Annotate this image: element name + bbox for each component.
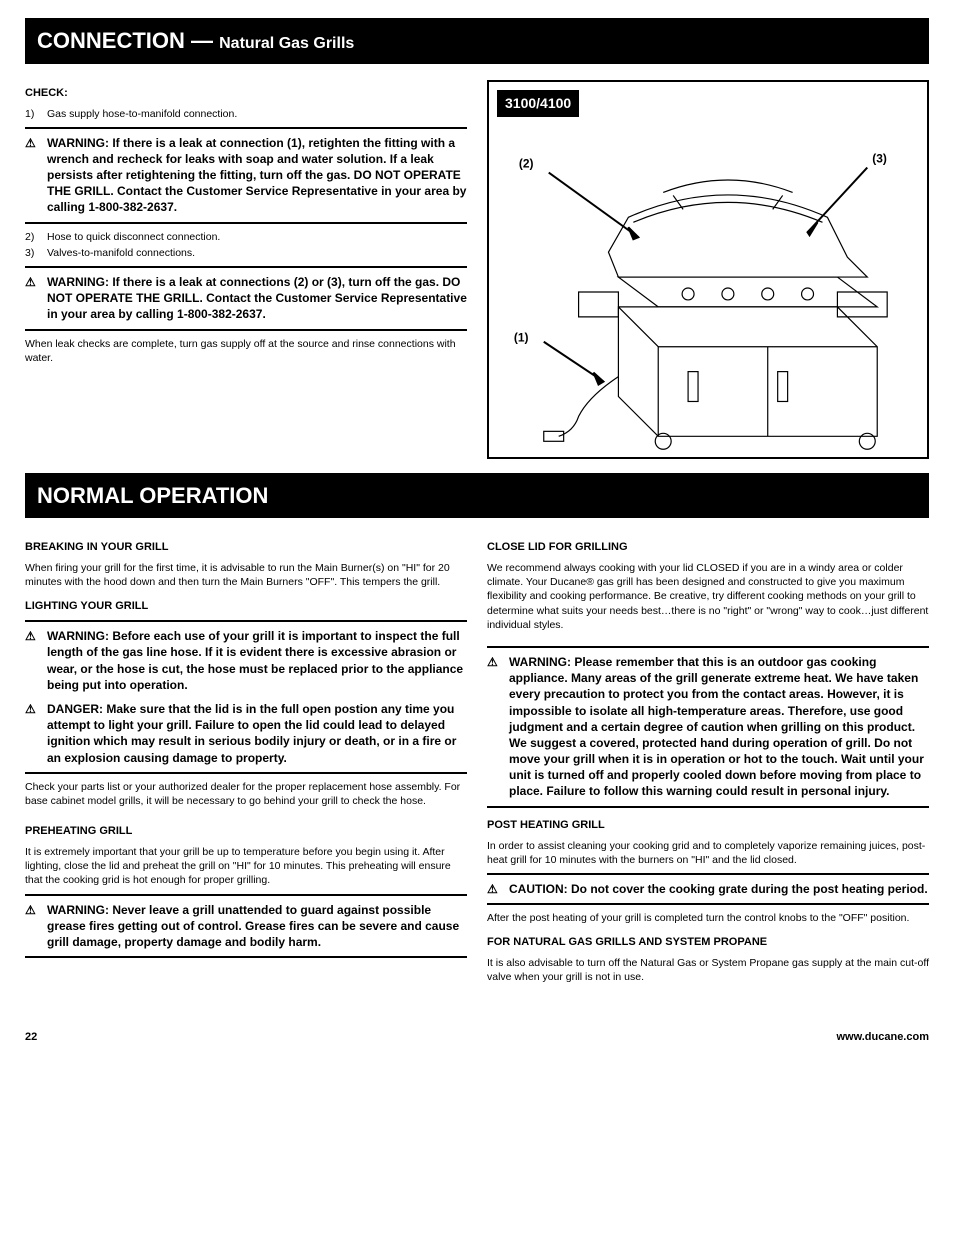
post-heat-caution: ⚠ CAUTION: Do not cover the cooking grat… [487,873,929,905]
figure-label-1: (1) [514,330,529,344]
operation-right-col: CLOSE LID FOR GRILLING We recommend alwa… [487,530,929,990]
warning-icon: ⚠ [25,274,47,323]
operation-columns: BREAKING IN YOUR GRILL When firing your … [25,530,929,990]
post-heat-text: In order to assist cleaning your cooking… [487,839,929,867]
lighting-warning-1-text: WARNING: Before each use of your grill i… [47,628,467,693]
warning-icon: ⚠ [25,701,47,766]
connection-columns: CHECK: 1) Gas supply hose-to-manifold co… [25,76,929,459]
connection-header: CONNECTION — Natural Gas Grills [25,18,929,64]
post-heat-heading: POST HEATING GRILL [487,818,929,833]
normal-operation-header: NORMAL OPERATION [25,473,929,519]
check-item-3: 3) Valves-to-manifold connections. [25,246,467,260]
check-heading: CHECK: [25,86,467,101]
lighting-warning-1: ⚠ WARNING: Before each use of your grill… [25,624,467,697]
check-item-2-num: 2) [25,230,47,244]
outdoor-warning-text: WARNING: Please remember that this is an… [509,654,929,800]
connection-title-main: CONNECTION — [37,28,219,53]
connection-right-col: 3100/4100 [487,76,929,459]
warning-icon: ⚠ [25,628,47,693]
lighting-warning-2: ⚠ DANGER: Make sure that the lid is in t… [25,697,467,770]
preheat-heading: PREHEATING GRILL [25,824,467,839]
figure-label-2: (2) [519,156,534,170]
preheat-text: It is extremely important that your gril… [25,845,467,888]
grill-figure-art: (2) (3) (1) [489,117,927,457]
lighting-warnings: ⚠ WARNING: Before each use of your grill… [25,620,467,774]
page-footer: 22 www.ducane.com [25,1030,929,1045]
close-lid-text: We recommend always cooking with your li… [487,561,929,632]
lighting-after-text: Check your parts list or your authorized… [25,780,467,808]
check-item-3-num: 3) [25,246,47,260]
operation-left-col: BREAKING IN YOUR GRILL When firing your … [25,530,467,990]
figure-label-3: (3) [872,151,887,165]
check-warning-2: ⚠ WARNING: If there is a leak at connect… [25,266,467,331]
check-item-2: 2) Hose to quick disconnect connection. [25,230,467,244]
warning-icon: ⚠ [487,881,509,897]
check-item-3-text: Valves-to-manifold connections. [47,246,195,260]
grill-diagram-svg: (2) (3) (1) [489,117,927,457]
outdoor-warning: ⚠ WARNING: Please remember that this is … [487,646,929,808]
footer-url: www.ducane.com [836,1030,929,1045]
preheat-warning: ⚠ WARNING: Never leave a grill unattende… [25,894,467,959]
check-item-1-num: 1) [25,107,47,121]
check-warning-1-text: WARNING: If there is a leak at connectio… [47,135,467,216]
check-warning-1: ⚠ WARNING: If there is a leak at connect… [25,127,467,224]
ng-heading: FOR NATURAL GAS GRILLS AND SYSTEM PROPAN… [487,935,929,950]
breaking-heading: BREAKING IN YOUR GRILL [25,540,467,555]
warning-icon: ⚠ [487,654,509,800]
check-after-text: When leak checks are complete, turn gas … [25,337,467,365]
lighting-heading: LIGHTING YOUR GRILL [25,599,467,614]
warning-icon: ⚠ [25,135,47,216]
ng-text: It is also advisable to turn off the Nat… [487,956,929,984]
post-heat-caution-text: CAUTION: Do not cover the cooking grate … [509,881,929,897]
preheat-warning-text: WARNING: Never leave a grill unattended … [47,902,467,951]
lighting-warning-2-text: DANGER: Make sure that the lid is in the… [47,701,467,766]
close-lid-heading: CLOSE LID FOR GRILLING [487,540,929,555]
check-item-1-text: Gas supply hose-to-manifold connection. [47,107,237,121]
breaking-text: When firing your grill for the first tim… [25,561,467,589]
warning-icon: ⚠ [25,902,47,951]
check-item-2-text: Hose to quick disconnect connection. [47,230,220,244]
grill-figure: 3100/4100 [487,80,929,459]
check-item-1: 1) Gas supply hose-to-manifold connectio… [25,107,467,121]
grill-figure-title: 3100/4100 [497,90,579,117]
post-heat-after-text: After the post heating of your grill is … [487,911,929,925]
page-number: 22 [25,1030,37,1045]
connection-title-sub: Natural Gas Grills [219,35,354,52]
check-warning-2-text: WARNING: If there is a leak at connectio… [47,274,467,323]
connection-left-col: CHECK: 1) Gas supply hose-to-manifold co… [25,76,467,459]
